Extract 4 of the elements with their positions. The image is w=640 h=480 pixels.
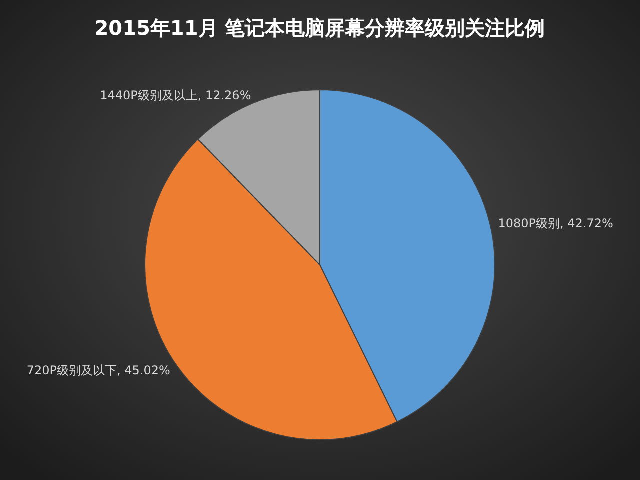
slice-label: 1080P级别, 42.72% xyxy=(498,216,614,231)
slice-label: 720P级别及以下, 45.02% xyxy=(26,363,170,378)
slice-label: 1440P级别及以上, 12.26% xyxy=(100,88,252,102)
chart-title: 2015年11月 笔记本电脑屏幕分辨率级别关注比例 xyxy=(94,16,546,40)
